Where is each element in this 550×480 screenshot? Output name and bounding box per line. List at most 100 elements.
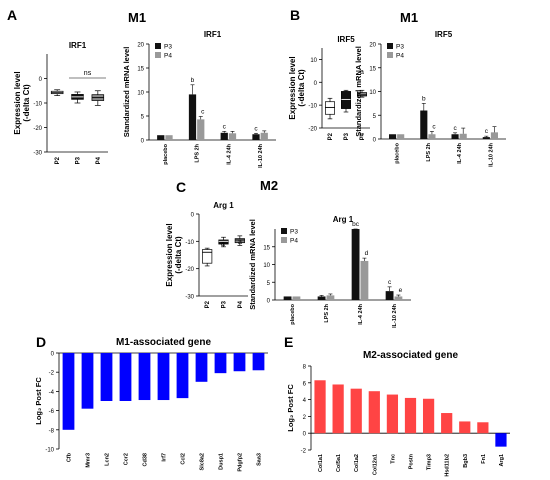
E-ylabel: Log₂ Post FC [286, 384, 295, 432]
C_box-annotation: a [221, 241, 225, 248]
B_box-annotation: a [360, 69, 364, 76]
A_bar-legend-swatch [155, 43, 161, 49]
D-ytick-label: -10 [45, 448, 54, 454]
group-label-A: M1 [128, 10, 146, 25]
D-xtick-label: Lcn2 [105, 453, 111, 466]
B_bar-bar [459, 133, 467, 139]
B_box-ytick-label: -20 [308, 127, 317, 133]
E-xtick-label: Bgb3 [463, 454, 469, 468]
B_bar-legend-swatch [387, 43, 393, 49]
D-ytick-label: -6 [49, 409, 55, 415]
E-bar [350, 388, 362, 434]
B_box-box [325, 101, 335, 115]
group-label-B: M1 [400, 10, 418, 25]
panel-label-C: C [176, 179, 186, 195]
B_bar-xtick-label: IL-10 24h [488, 142, 494, 166]
A_box-ylabel2: (-delta Ct) [22, 84, 31, 122]
A_bar-bar [220, 132, 228, 140]
E-xtick-label: Tnc [390, 454, 396, 464]
C_bar-bar [385, 291, 394, 300]
B_bar-bar [490, 132, 498, 139]
B_box-box [357, 92, 367, 97]
E-xtick-label: Col1a2 [354, 454, 360, 472]
C_box-ylabel: Expression level [165, 223, 174, 286]
B_bar-ytick-label: 10 [369, 90, 376, 96]
A_bar-legend-label: P3 [164, 44, 172, 51]
C_bar-ytick-label: 5 [267, 281, 271, 287]
B_box-xtick-label: P4 [360, 132, 366, 140]
D-bar [214, 353, 227, 374]
B_bar-legend-label: P4 [396, 53, 404, 60]
D-xtick-label: Dusp1 [219, 453, 225, 470]
C_bar-title: Arg 1 [333, 215, 354, 224]
B_box-ytick-label: -10 [308, 104, 317, 110]
E-bar [386, 394, 399, 434]
A_box-xtick-label: P4 [96, 156, 102, 164]
C_bar-data-label: bc [352, 221, 360, 228]
E-xtick-label: Arg1 [499, 454, 505, 467]
E-xtick-label: Fn1 [481, 454, 487, 464]
D-bar [233, 353, 246, 372]
A_box-ytick-label: -20 [33, 126, 42, 132]
A_bar-ylabel: Standardized mRNA level [122, 47, 131, 138]
B_bar-data-label: b [422, 95, 426, 102]
D-xtick-label: Ccl2 [181, 453, 187, 465]
E-ytick-label: 2 [303, 415, 307, 421]
C_bar-bar [292, 296, 301, 300]
A_bar-ytick-label: 5 [141, 115, 145, 121]
B_bar-bar [420, 110, 428, 139]
panel-label-A: A [7, 7, 17, 23]
B_bar-ytick-label: 20 [369, 43, 376, 49]
C_bar-xtick-label: placebo [290, 303, 296, 324]
C_bar-ytick-label: 15 [263, 245, 270, 251]
C_bar-ylabel: Standardized mRNA level [248, 219, 257, 310]
B_bar-legend-swatch [387, 52, 393, 58]
A_bar-data-label-p4: c [201, 108, 205, 115]
D-bar [81, 353, 94, 409]
A_bar-xtick-label: IL-10 24h [258, 143, 264, 167]
A_bar-xtick-label: IL-4 24h [226, 143, 232, 164]
B_bar-xtick-label: IL-4 24h [457, 142, 463, 163]
C_box-ytick-label: 0 [191, 213, 195, 219]
C_box-box [202, 249, 213, 264]
panel-label-E: E [284, 334, 293, 350]
panel-label-B: B [290, 7, 300, 23]
A_box-ytick-label: 0 [39, 77, 43, 83]
C_bar-xtick-label: IL-10 24h [392, 303, 398, 327]
A_bar-xtick-label: LPS 2h [195, 143, 201, 162]
A_bar-legend-swatch [155, 52, 161, 58]
D-title: M1-associated gene [116, 337, 211, 348]
D-bar [157, 353, 170, 401]
C_bar-data-label-p4: d [365, 250, 369, 257]
D-xtick-label: Slc8a2 [200, 453, 206, 470]
B_box-title: IRF5 [337, 35, 355, 44]
group-label-C: M2 [260, 178, 278, 193]
A_bar-ytick-label: 0 [141, 139, 145, 145]
B_bar-bar [428, 134, 436, 139]
E-bar [495, 433, 507, 447]
E-xtick-label: Timp3 [427, 454, 433, 470]
D-xtick-label: Cfb [67, 452, 73, 462]
C_box-xtick-label: P4 [238, 300, 244, 308]
A_box-ytick-label: -30 [33, 151, 42, 157]
C_bar-bar [394, 296, 403, 300]
B_bar-bar [389, 134, 397, 139]
A_bar-bar [157, 135, 165, 140]
E-ytick-label: -2 [301, 449, 307, 455]
B_box-ylabel2: (-delta Ct) [297, 69, 306, 107]
C_box-box [234, 238, 245, 244]
A_bar-ytick-label: 10 [137, 91, 144, 97]
D-ytick-label: -4 [49, 390, 55, 396]
A_bar-data-label: b [191, 77, 195, 84]
D-bar [100, 353, 113, 401]
E-ytick-label: 8 [303, 365, 307, 371]
A_box-xtick-label: P2 [55, 156, 61, 164]
C_bar-ytick-label: 0 [267, 299, 271, 305]
A_box-ytick-label: -10 [33, 102, 42, 108]
D-bar [252, 353, 265, 371]
D-xtick-label: Saa3 [257, 453, 263, 466]
E-bar [332, 384, 344, 434]
D-xtick-label: Cd38 [143, 453, 149, 466]
B_bar-data-label-p4: c [432, 123, 436, 130]
